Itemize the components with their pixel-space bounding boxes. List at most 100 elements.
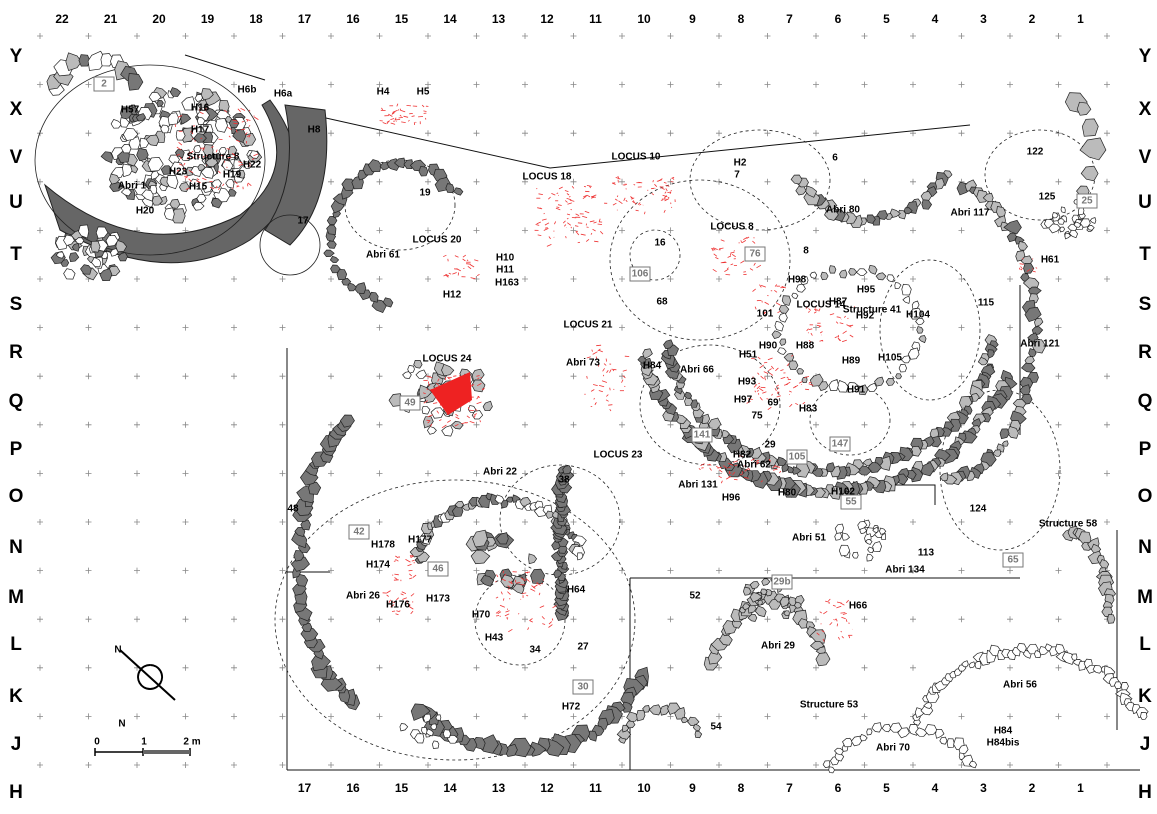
artifact-drawing bbox=[179, 156, 182, 160]
boxed-label: 2 bbox=[101, 79, 107, 90]
stone bbox=[809, 629, 827, 644]
stone bbox=[760, 588, 768, 596]
artifact-drawing bbox=[720, 467, 722, 469]
grid-cross bbox=[1055, 762, 1062, 768]
grid-cross bbox=[716, 178, 722, 185]
stone bbox=[169, 198, 181, 209]
stone bbox=[939, 472, 949, 482]
artifact-drawing bbox=[454, 255, 459, 258]
feature-label: Abri 121 bbox=[1020, 339, 1060, 350]
artifact-drawing bbox=[775, 367, 779, 372]
artifact-drawing bbox=[248, 109, 251, 112]
stone bbox=[834, 531, 843, 541]
grid-cross bbox=[85, 130, 92, 137]
stone bbox=[300, 519, 311, 531]
artifact-drawing bbox=[633, 183, 636, 186]
column-label: 16 bbox=[346, 781, 360, 795]
stone bbox=[987, 349, 995, 359]
stone bbox=[524, 503, 532, 511]
stone bbox=[918, 335, 927, 344]
stone bbox=[441, 425, 454, 437]
stone bbox=[442, 729, 452, 738]
artifact-drawing bbox=[248, 134, 251, 138]
grid-cross bbox=[231, 519, 237, 525]
grid-cross bbox=[1055, 276, 1062, 282]
artifact-drawing bbox=[759, 364, 764, 369]
stone bbox=[193, 144, 202, 154]
artifact-drawing bbox=[836, 605, 842, 609]
label-box bbox=[427, 561, 449, 577]
artifact-drawing bbox=[395, 555, 399, 559]
grid-cross bbox=[570, 762, 577, 768]
row-label: Q bbox=[9, 391, 24, 412]
artifact-drawing bbox=[625, 199, 628, 202]
artifact-drawing bbox=[433, 402, 438, 404]
stone bbox=[857, 521, 868, 531]
artifact-drawing bbox=[248, 162, 251, 164]
row-label: J bbox=[1140, 734, 1151, 755]
feature-label: H2 bbox=[734, 158, 747, 169]
stone bbox=[163, 207, 175, 221]
label-box bbox=[744, 246, 766, 262]
artifact-drawing bbox=[427, 381, 430, 385]
artifact-drawing bbox=[247, 182, 252, 187]
grid-cross bbox=[85, 81, 92, 88]
artifact-drawing bbox=[575, 231, 580, 236]
feature-label: H43 bbox=[485, 633, 504, 644]
pit bbox=[259, 214, 321, 276]
artifact-drawing bbox=[495, 596, 499, 599]
artifact-drawing bbox=[740, 240, 743, 243]
artifact-drawing bbox=[218, 170, 221, 174]
artifact-drawing bbox=[763, 362, 768, 364]
artifact-drawing bbox=[507, 585, 511, 588]
column-label: 12 bbox=[540, 781, 554, 795]
artifact-drawing bbox=[741, 471, 744, 474]
artifact-drawing bbox=[217, 187, 221, 191]
artifact-drawing bbox=[848, 635, 851, 639]
artifact-drawing bbox=[551, 618, 554, 621]
labels: 22 21 20 19 18 17 16 15 14 13 12 11 10 9 8 7 6 5 4 3 2 117 16 1… bbox=[8, 12, 1153, 803]
stone bbox=[421, 405, 431, 415]
stone bbox=[136, 148, 149, 162]
stone bbox=[1092, 665, 1104, 674]
grid-cross bbox=[1007, 664, 1013, 671]
grid-cross bbox=[522, 713, 528, 720]
grid-cross bbox=[1104, 373, 1110, 380]
artifact-drawing bbox=[234, 180, 238, 185]
stone bbox=[1089, 217, 1097, 224]
feature-label: H15 bbox=[189, 182, 208, 193]
artifact-drawing bbox=[551, 193, 556, 196]
stone bbox=[413, 359, 423, 369]
artifact-drawing bbox=[396, 610, 400, 613]
grid-cross bbox=[1104, 470, 1110, 477]
trench-line bbox=[184, 54, 266, 81]
artifact-drawing bbox=[747, 467, 751, 471]
grid-cross bbox=[1055, 33, 1062, 39]
artifact-drawing bbox=[565, 235, 567, 239]
grid-cross bbox=[764, 227, 771, 234]
grid-cross bbox=[1007, 713, 1013, 720]
artifact-drawing bbox=[240, 107, 246, 111]
artifact-drawing bbox=[715, 465, 720, 469]
artifact-drawing bbox=[391, 601, 396, 604]
column-label: 9 bbox=[689, 12, 696, 26]
artifact-drawing bbox=[774, 289, 778, 293]
column-label: 19 bbox=[201, 12, 215, 26]
feature-label: H98 bbox=[788, 275, 807, 286]
stone bbox=[323, 249, 335, 258]
artifact-drawing bbox=[198, 108, 201, 112]
artifact-drawing bbox=[529, 620, 533, 623]
artifact-drawing bbox=[617, 175, 620, 179]
artifact-drawing bbox=[188, 178, 192, 182]
artifact-drawing bbox=[805, 388, 810, 391]
feature-label: H66 bbox=[849, 601, 868, 612]
grid-cross bbox=[37, 470, 43, 477]
stone bbox=[339, 414, 355, 428]
grid-cross bbox=[813, 324, 819, 331]
stone bbox=[110, 248, 119, 257]
stone bbox=[939, 736, 948, 745]
grid-cross bbox=[279, 470, 286, 477]
grid-cross bbox=[764, 664, 771, 671]
stone bbox=[454, 500, 465, 509]
stone bbox=[783, 352, 795, 362]
